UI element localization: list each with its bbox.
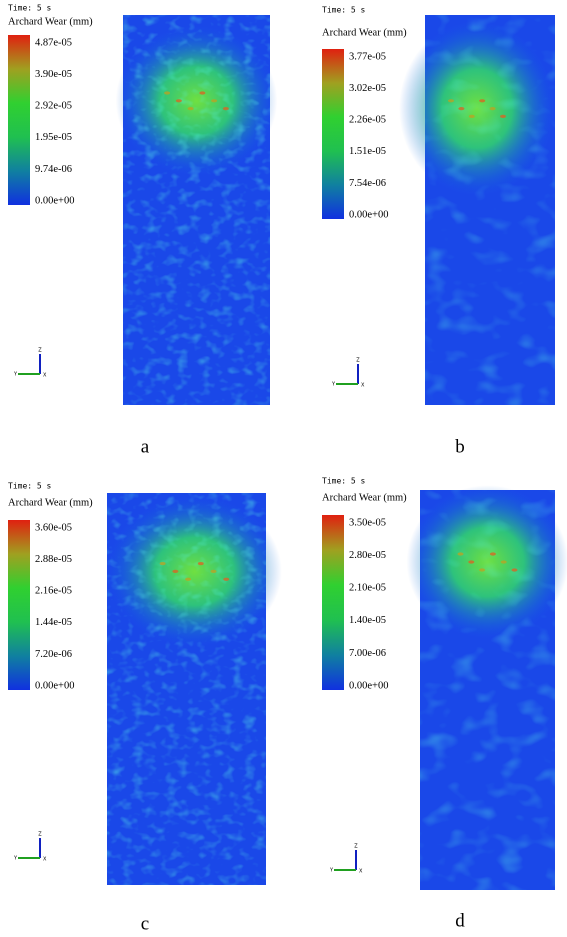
panel-label: d <box>455 910 465 931</box>
contour-hot-spot <box>468 560 475 564</box>
contour-texture <box>425 15 555 405</box>
color-bar <box>8 35 30 205</box>
contour-hot-spot <box>197 561 204 566</box>
axis-x-label: X <box>43 857 47 863</box>
legend-tick-label: 1.51e-05 <box>349 146 386 157</box>
legend-tick-label: 7.54e-06 <box>349 178 386 189</box>
color-bar <box>322 515 344 690</box>
legend-title: Archard Wear (mm) <box>8 497 93 508</box>
contour-hot-spot <box>199 91 206 95</box>
axis-z-label: Z <box>354 844 358 850</box>
color-bar <box>322 49 344 219</box>
contour-hot-spot <box>211 99 218 103</box>
legend-tick-label: 0.00e+00 <box>349 209 388 220</box>
legend-tick-label: 3.60e-05 <box>35 522 72 533</box>
contour-hot-spot <box>458 107 465 111</box>
color-bar <box>8 520 30 690</box>
legend-tick-label: 0.00e+00 <box>349 680 388 691</box>
panel: Time: 5 s Archard Wear (mm) 4.87e-05 3.90e-… <box>8 4 278 457</box>
contour-hot-spot <box>457 552 464 556</box>
contour-hot-spot <box>489 107 496 111</box>
time-label: Time: 5 s <box>8 4 52 13</box>
time-label: Time: 5 s <box>322 477 366 486</box>
panel-label: b <box>455 436 465 457</box>
legend-tick-label: 3.77e-05 <box>349 51 386 62</box>
legend-tick-label: 1.95e-05 <box>35 132 72 143</box>
axis-x-label: X <box>361 383 365 389</box>
panel-label: c <box>141 913 149 934</box>
contour-texture <box>123 15 270 405</box>
axis-y-label: Y <box>331 382 336 388</box>
contour-hot-spot <box>185 577 192 581</box>
axis-y-label: Y <box>329 868 334 874</box>
axis-z-label: Z <box>38 348 42 354</box>
contour-hot-spot <box>159 561 166 566</box>
legend-tick-label: 2.16e-05 <box>35 586 72 597</box>
time-label: Time: 5 s <box>322 6 366 15</box>
panel: Time: 5 s Archard Wear (mm) 3.60e-05 2.88e-… <box>8 482 282 934</box>
contour-hot-spot <box>500 560 507 564</box>
contour-hot-spot <box>210 569 217 574</box>
panel-label: a <box>141 436 150 457</box>
contour-hot-spot <box>172 569 179 574</box>
axis-z-label: Z <box>356 358 360 364</box>
axis-x-label: X <box>359 869 363 875</box>
axis-y-label: Y <box>13 372 18 378</box>
legend-tick-label: 7.00e-06 <box>349 648 386 659</box>
legend-title: Archard Wear (mm) <box>322 27 407 38</box>
panel: Time: 5 s Archard Wear (mm) 3.50e-05 2.80e-… <box>322 477 567 931</box>
contour-hot-spot <box>164 91 171 95</box>
contour-hot-spot <box>223 577 230 581</box>
axis-z-label: Z <box>38 832 42 838</box>
contour-hot-spot <box>489 552 496 556</box>
time-label: Time: 5 s <box>8 482 52 491</box>
contour-hot-spot <box>479 568 486 572</box>
contour-texture <box>107 493 266 885</box>
contour-hot-spot <box>479 99 486 103</box>
legend-tick-label: 2.26e-05 <box>349 115 386 126</box>
contour-hot-spot <box>468 114 475 118</box>
legend-tick-label: 2.92e-05 <box>35 101 72 112</box>
legend-tick-label: 2.10e-05 <box>349 583 386 594</box>
contour-hot-spot <box>187 107 194 111</box>
legend-tick-label: 1.40e-05 <box>349 615 386 626</box>
contour-hot-spot <box>175 99 182 103</box>
legend-tick-label: 4.87e-05 <box>35 37 72 48</box>
axis-x-label: X <box>43 373 47 379</box>
legend-tick-label: 1.44e-05 <box>35 617 72 628</box>
contour-hot-spot <box>222 107 229 111</box>
contour-texture <box>420 490 555 890</box>
legend-tick-label: 3.90e-05 <box>35 69 72 80</box>
contour-hot-spot <box>500 114 506 118</box>
legend-tick-label: 0.00e+00 <box>35 680 74 691</box>
legend-tick-label: 3.50e-05 <box>349 517 386 528</box>
contour-hot-spot <box>511 568 518 572</box>
contour-hot-spot <box>448 99 454 103</box>
panel: Time: 5 s Archard Wear (mm) 3.77e-05 3.02e-… <box>322 6 555 457</box>
legend-tick-label: 7.20e-06 <box>35 649 72 660</box>
axis-y-label: Y <box>13 856 18 862</box>
legend-tick-label: 2.80e-05 <box>349 550 386 561</box>
legend-tick-label: 3.02e-05 <box>349 83 386 94</box>
legend-tick-label: 2.88e-05 <box>35 554 72 565</box>
legend-title: Archard Wear (mm) <box>8 16 93 27</box>
legend-tick-label: 9.74e-06 <box>35 164 72 175</box>
legend-tick-label: 0.00e+00 <box>35 195 74 206</box>
legend-title: Archard Wear (mm) <box>322 492 407 503</box>
